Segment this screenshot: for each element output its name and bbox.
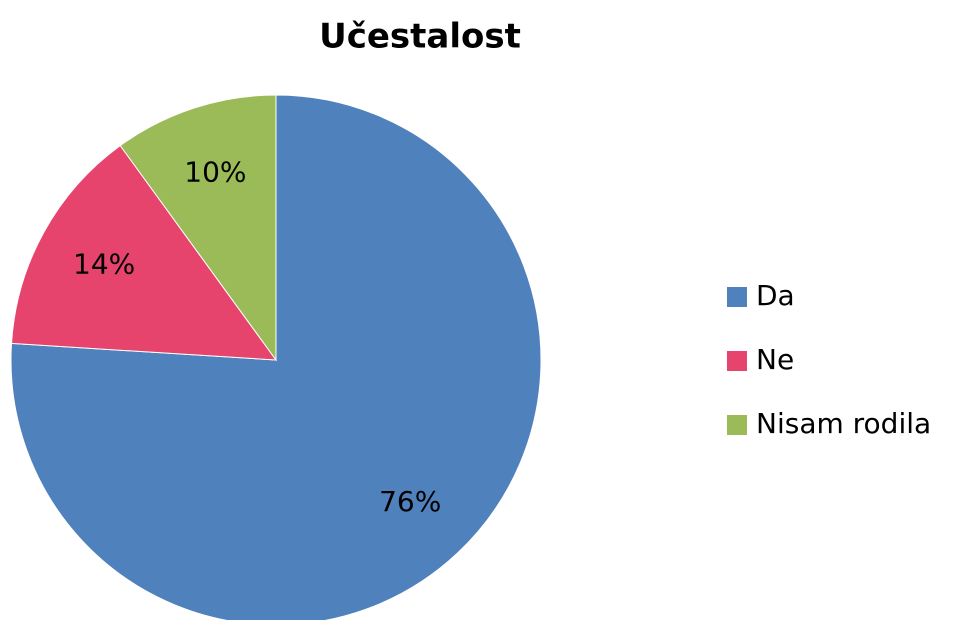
legend-label: Nisam rodila <box>756 407 931 440</box>
legend-label: Da <box>756 279 795 312</box>
legend-label: Ne <box>756 343 794 376</box>
legend-swatch <box>727 287 747 307</box>
data-label: 14% <box>73 248 135 281</box>
legend-swatch <box>727 415 747 435</box>
pie-slice <box>10 144 278 361</box>
data-label: 76% <box>379 485 441 518</box>
data-label: 10% <box>184 155 246 188</box>
legend-swatch <box>727 351 747 371</box>
pie-slice <box>119 94 277 362</box>
chart-title: Učestalost <box>319 17 521 57</box>
